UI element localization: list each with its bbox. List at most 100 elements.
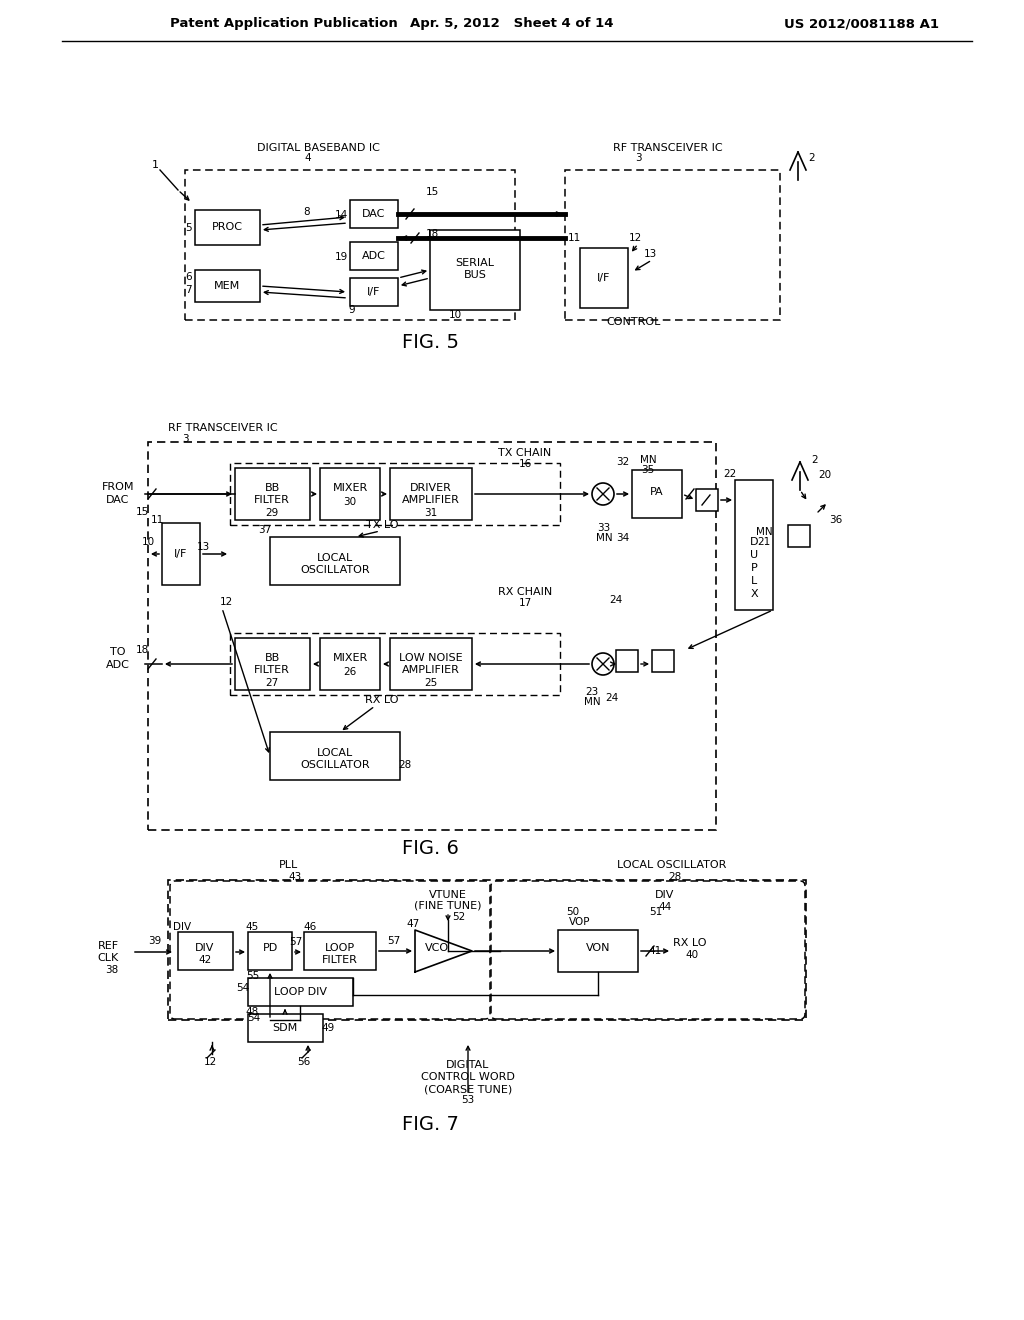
FancyBboxPatch shape (170, 880, 490, 1019)
Text: MN: MN (596, 533, 612, 543)
Bar (234, 638, 310, 690)
Text: DRIVER: DRIVER (410, 483, 452, 492)
Text: 23: 23 (586, 686, 599, 697)
Text: LOW NOISE: LOW NOISE (399, 653, 463, 663)
Bar (178, 932, 233, 970)
Text: PA: PA (650, 487, 664, 498)
Text: 16: 16 (518, 459, 531, 469)
Text: 8: 8 (304, 207, 310, 216)
Text: LOOP DIV: LOOP DIV (273, 987, 327, 997)
Text: LOCAL: LOCAL (316, 748, 353, 758)
Text: 45: 45 (246, 921, 259, 932)
Text: 6: 6 (185, 272, 193, 282)
Text: P: P (751, 564, 758, 573)
Text: 3: 3 (635, 153, 641, 162)
Text: I/F: I/F (368, 286, 381, 297)
Bar (430, 230, 520, 310)
Bar (558, 931, 638, 972)
Text: X: X (751, 589, 758, 599)
Bar (350, 279, 398, 306)
Text: BB: BB (264, 653, 280, 663)
Text: 11: 11 (567, 234, 581, 243)
Text: 30: 30 (343, 498, 356, 507)
Bar (270, 537, 400, 585)
Text: FILTER: FILTER (254, 495, 290, 506)
Text: REF: REF (97, 941, 119, 950)
Text: BUS: BUS (464, 271, 486, 280)
Text: 56: 56 (297, 1057, 310, 1067)
Text: 7: 7 (185, 285, 193, 294)
Bar (580, 248, 628, 308)
Text: 44: 44 (658, 902, 672, 912)
Bar (195, 210, 260, 246)
Bar (350, 201, 398, 228)
Text: 55: 55 (247, 972, 260, 981)
Text: 37: 37 (258, 525, 271, 535)
Bar (168, 880, 806, 1020)
Bar (230, 463, 560, 525)
Bar (248, 1014, 323, 1041)
Text: 12: 12 (629, 234, 642, 243)
Bar (652, 649, 674, 672)
Text: Patent Application Publication: Patent Application Publication (170, 17, 397, 30)
Text: 15: 15 (135, 507, 148, 517)
Bar (735, 480, 773, 610)
Text: CONTROL: CONTROL (607, 317, 662, 327)
Bar (390, 638, 472, 690)
Text: DIGITAL: DIGITAL (446, 1060, 489, 1071)
Text: 1: 1 (152, 160, 159, 170)
Text: 34: 34 (616, 533, 630, 543)
Text: 51: 51 (649, 907, 663, 917)
Text: CLK: CLK (97, 953, 119, 964)
Text: 48: 48 (246, 1007, 259, 1016)
Text: 13: 13 (197, 543, 210, 552)
Text: MN: MN (584, 697, 600, 708)
Text: FILTER: FILTER (254, 665, 290, 675)
Text: DAC: DAC (362, 209, 386, 219)
Bar (788, 525, 810, 546)
Text: 17: 17 (518, 598, 531, 609)
Bar (148, 442, 716, 830)
Text: AMPLIFIER: AMPLIFIER (402, 495, 460, 506)
Text: 42: 42 (199, 954, 212, 965)
FancyBboxPatch shape (490, 880, 805, 1019)
Text: 46: 46 (303, 921, 316, 932)
Text: 13: 13 (643, 249, 656, 259)
Text: 21: 21 (758, 537, 771, 546)
Text: FIG. 7: FIG. 7 (401, 1115, 459, 1134)
Text: VON: VON (586, 942, 610, 953)
Text: DIV: DIV (655, 890, 675, 900)
Text: LOCAL: LOCAL (316, 553, 353, 564)
Text: L: L (751, 576, 757, 586)
Text: PD: PD (262, 942, 278, 953)
Bar (185, 170, 515, 319)
Text: MN: MN (640, 455, 656, 465)
Text: RX LO: RX LO (366, 696, 398, 705)
Text: ADC: ADC (106, 660, 130, 671)
Text: 53: 53 (462, 1096, 475, 1105)
Text: RX CHAIN: RX CHAIN (498, 587, 552, 597)
Text: 10: 10 (449, 310, 462, 319)
Text: RF TRANSCEIVER IC: RF TRANSCEIVER IC (613, 143, 723, 153)
Text: DAC: DAC (106, 495, 130, 506)
Text: AMPLIFIER: AMPLIFIER (402, 665, 460, 675)
Text: RF TRANSCEIVER IC: RF TRANSCEIVER IC (168, 422, 278, 433)
Text: 33: 33 (597, 523, 610, 533)
Text: 32: 32 (616, 457, 630, 467)
Text: 2: 2 (812, 455, 818, 465)
Text: D: D (750, 537, 758, 546)
Text: FIG. 5: FIG. 5 (401, 333, 459, 351)
Text: ADC: ADC (362, 251, 386, 261)
Text: VCO: VCO (425, 942, 450, 953)
Bar (565, 170, 780, 319)
Text: 29: 29 (265, 508, 279, 517)
Text: TO: TO (111, 647, 126, 657)
Text: US 2012/0081188 A1: US 2012/0081188 A1 (784, 17, 939, 30)
Text: 36: 36 (829, 515, 843, 525)
Bar (162, 523, 200, 585)
Text: OSCILLATOR: OSCILLATOR (300, 565, 370, 576)
Text: TX CHAIN: TX CHAIN (499, 447, 552, 458)
Text: 24: 24 (605, 693, 618, 704)
Text: 18: 18 (135, 645, 148, 655)
Bar (195, 271, 260, 302)
